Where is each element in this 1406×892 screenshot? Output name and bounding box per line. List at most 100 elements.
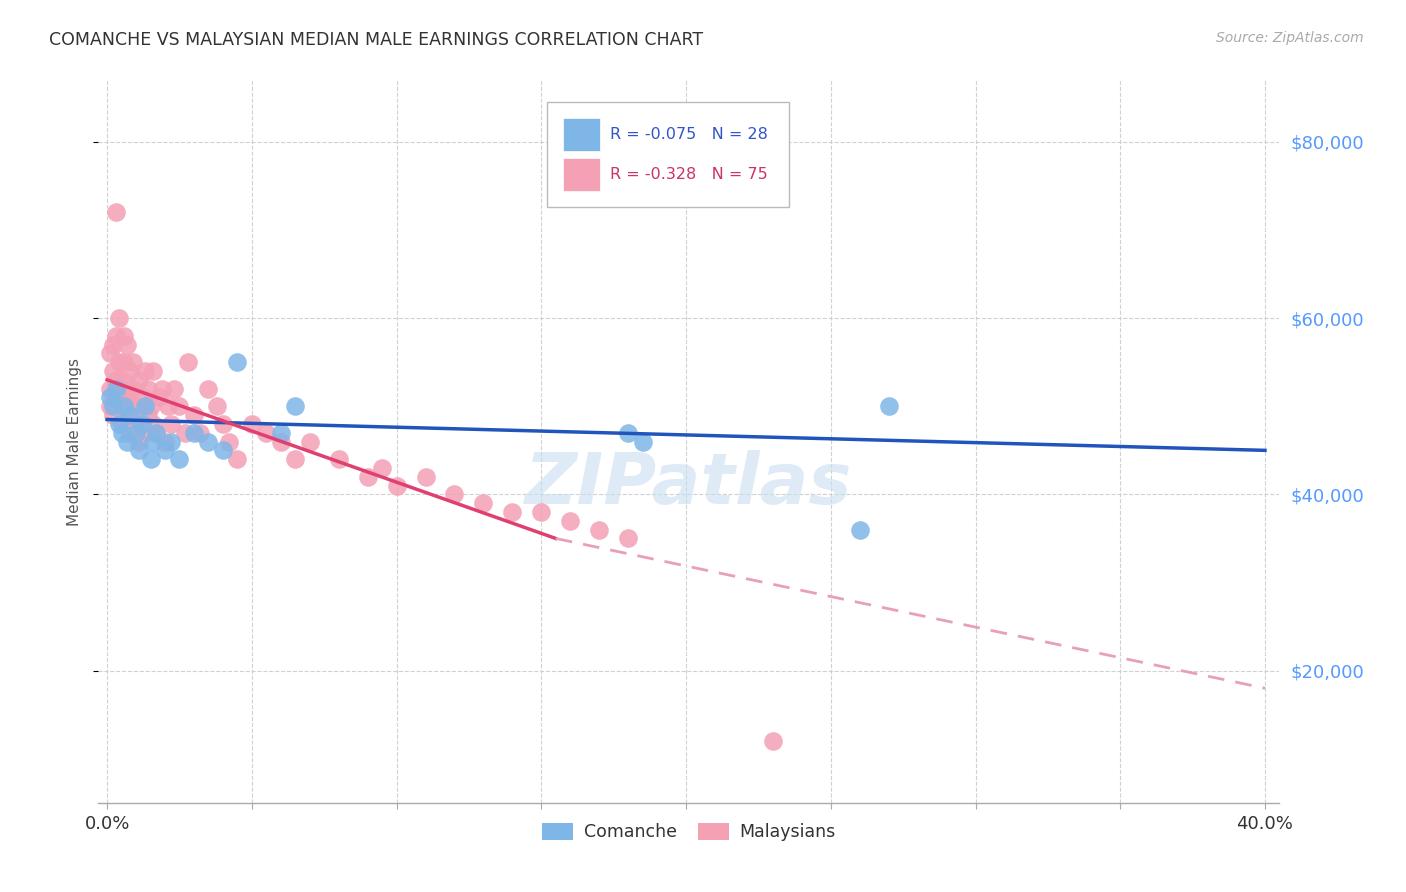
Text: R = -0.328   N = 75: R = -0.328 N = 75 [610, 167, 768, 182]
Point [156, 399, 179, 413]
Text: ZIPatlas: ZIPatlas [526, 450, 852, 519]
Point [159, 434, 181, 449]
Point [98, 391, 121, 405]
Point [328, 452, 350, 467]
Point [762, 734, 785, 748]
Point [848, 523, 870, 537]
FancyBboxPatch shape [547, 102, 789, 207]
Point [150, 382, 173, 396]
Point [159, 417, 181, 431]
Point [148, 391, 170, 405]
Point [212, 443, 235, 458]
Point [131, 417, 153, 431]
Point [107, 311, 129, 326]
Point [145, 425, 167, 440]
Point [371, 461, 394, 475]
Point [631, 434, 654, 449]
FancyBboxPatch shape [562, 158, 600, 191]
Point [197, 382, 219, 396]
Text: R = -0.075   N = 28: R = -0.075 N = 28 [610, 127, 768, 142]
Point [114, 382, 136, 396]
Point [385, 478, 408, 492]
Point [139, 399, 162, 413]
Point [134, 399, 156, 413]
Point [218, 434, 240, 449]
Point [226, 452, 249, 467]
Point [120, 408, 142, 422]
Point [183, 425, 205, 440]
Point [197, 434, 219, 449]
Point [114, 399, 136, 413]
Point [177, 355, 200, 369]
Point [136, 382, 159, 396]
Point [254, 425, 277, 440]
Point [284, 399, 307, 413]
Point [212, 417, 235, 431]
Point [284, 452, 307, 467]
Point [117, 434, 139, 449]
Point [110, 417, 132, 431]
Point [153, 443, 176, 458]
Point [122, 382, 145, 396]
Point [120, 399, 142, 413]
Point [107, 382, 129, 396]
Y-axis label: Median Male Earnings: Median Male Earnings [67, 358, 83, 525]
FancyBboxPatch shape [562, 118, 600, 151]
Point [142, 364, 165, 378]
Point [134, 364, 156, 378]
Point [169, 452, 191, 467]
Point [101, 364, 124, 378]
Point [588, 523, 610, 537]
Point [117, 408, 139, 422]
Point [122, 355, 145, 369]
Point [128, 373, 150, 387]
Point [98, 346, 121, 360]
Point [120, 364, 142, 378]
Point [131, 391, 153, 405]
Point [125, 399, 148, 413]
Point [877, 399, 900, 413]
Point [120, 425, 142, 440]
Point [560, 514, 582, 528]
Point [530, 505, 553, 519]
Legend: Comanche, Malaysians: Comanche, Malaysians [536, 815, 842, 848]
Point [356, 470, 378, 484]
Point [226, 355, 249, 369]
Point [125, 425, 148, 440]
Point [617, 425, 640, 440]
Point [205, 399, 228, 413]
Point [145, 425, 167, 440]
Point [142, 434, 165, 449]
Point [110, 373, 132, 387]
Point [443, 487, 465, 501]
Point [501, 505, 523, 519]
Point [136, 408, 159, 422]
Point [188, 425, 211, 440]
Point [98, 382, 121, 396]
Point [110, 425, 132, 440]
Point [134, 425, 156, 440]
Point [110, 399, 132, 413]
Point [128, 434, 150, 449]
Text: COMANCHE VS MALAYSIAN MEDIAN MALE EARNINGS CORRELATION CHART: COMANCHE VS MALAYSIAN MEDIAN MALE EARNIN… [49, 31, 703, 49]
Point [174, 425, 197, 440]
Point [472, 496, 495, 510]
Point [142, 417, 165, 431]
Point [270, 434, 292, 449]
Point [240, 417, 263, 431]
Point [104, 373, 127, 387]
Text: Source: ZipAtlas.com: Source: ZipAtlas.com [1216, 31, 1364, 45]
Point [101, 337, 124, 351]
Point [107, 417, 129, 431]
Point [617, 532, 640, 546]
Point [153, 434, 176, 449]
Point [98, 399, 121, 413]
Point [415, 470, 437, 484]
Point [183, 408, 205, 422]
Point [104, 391, 127, 405]
Point [139, 452, 162, 467]
Point [107, 355, 129, 369]
Point [163, 382, 186, 396]
Point [114, 328, 136, 343]
Point [114, 355, 136, 369]
